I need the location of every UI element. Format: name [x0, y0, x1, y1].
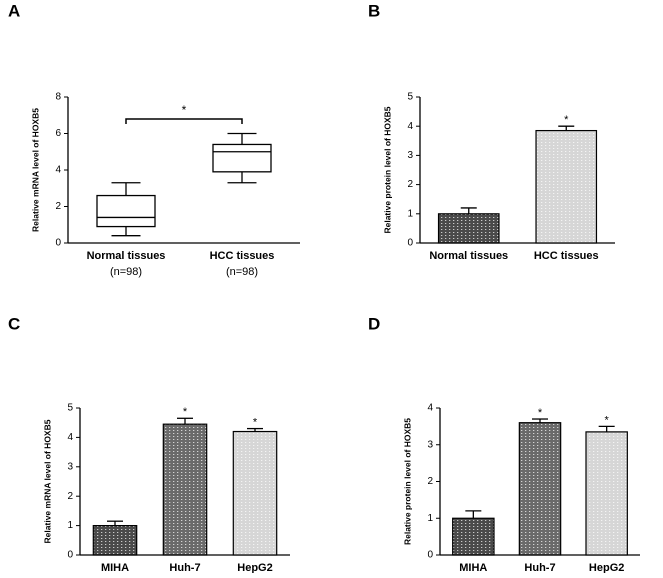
- y-tick-label: 0: [67, 550, 73, 561]
- x-tick-label: MIHA: [101, 562, 129, 573]
- y-axis-title: Relative mRNA level of HOXB5: [42, 419, 52, 543]
- y-tick-label: 2: [407, 179, 413, 190]
- significance-label: *: [182, 103, 187, 117]
- x-tick-label: HCC tissues: [534, 250, 599, 262]
- bar: [518, 422, 562, 556]
- significance-label: *: [183, 406, 188, 418]
- y-tick-label: 4: [407, 121, 413, 132]
- x-sublabel: (n=98): [226, 266, 258, 278]
- x-tick-label: HCC tissues: [210, 250, 275, 262]
- significance-label: *: [605, 414, 610, 426]
- bar: [232, 430, 278, 556]
- y-axis-title: Relative protein level of HOXB5: [382, 106, 392, 233]
- y-tick-label: 5: [67, 403, 73, 414]
- y-axis-title: Relative protein level of HOXB5: [402, 418, 412, 545]
- x-tick-label: HepG2: [589, 562, 624, 573]
- y-tick-label: 3: [67, 461, 73, 472]
- y-tick-label: 2: [67, 491, 73, 502]
- y-tick-label: 2: [427, 476, 433, 487]
- y-tick-label: 3: [407, 150, 413, 161]
- panel-letter: A: [8, 1, 20, 20]
- y-tick-label: 0: [427, 550, 433, 561]
- x-sublabel: (n=98): [110, 266, 142, 278]
- y-tick-label: 0: [407, 238, 413, 249]
- y-tick-label: 1: [407, 208, 413, 219]
- significance-label: *: [538, 407, 543, 419]
- y-tick-label: 3: [427, 439, 433, 450]
- y-tick-label: 5: [407, 92, 413, 103]
- box: [96, 194, 156, 228]
- x-tick-label: HepG2: [237, 562, 272, 573]
- y-tick-label: 1: [427, 513, 433, 524]
- y-tick-label: 2: [55, 201, 61, 212]
- significance-bracket: [125, 118, 243, 124]
- x-tick-label: Huh-7: [169, 562, 200, 573]
- x-tick-label: Huh-7: [524, 562, 555, 573]
- y-tick-label: 6: [55, 128, 61, 139]
- y-tick-label: 0: [55, 238, 61, 249]
- y-tick-label: 8: [55, 92, 61, 103]
- y-tick-label: 4: [67, 432, 73, 443]
- bar: [162, 423, 208, 556]
- panel-letter: D: [368, 314, 380, 333]
- bar: [92, 524, 138, 556]
- x-tick-label: MIHA: [459, 562, 487, 573]
- panel-letter: B: [368, 1, 380, 20]
- significance-label: *: [253, 416, 258, 428]
- y-tick-label: 1: [67, 520, 73, 531]
- bar: [585, 431, 628, 556]
- panel-letter: C: [8, 314, 20, 333]
- box: [212, 143, 272, 173]
- x-tick-label: Normal tissues: [87, 250, 166, 262]
- x-tick-label: Normal tissues: [429, 250, 508, 262]
- y-axis-title: Relative mRNA level of HOXB5: [30, 108, 40, 232]
- significance-label: *: [564, 114, 569, 126]
- y-tick-label: 4: [427, 403, 433, 414]
- bar: [437, 213, 500, 244]
- bar: [452, 517, 495, 556]
- y-tick-label: 4: [55, 165, 61, 176]
- bar: [535, 129, 598, 244]
